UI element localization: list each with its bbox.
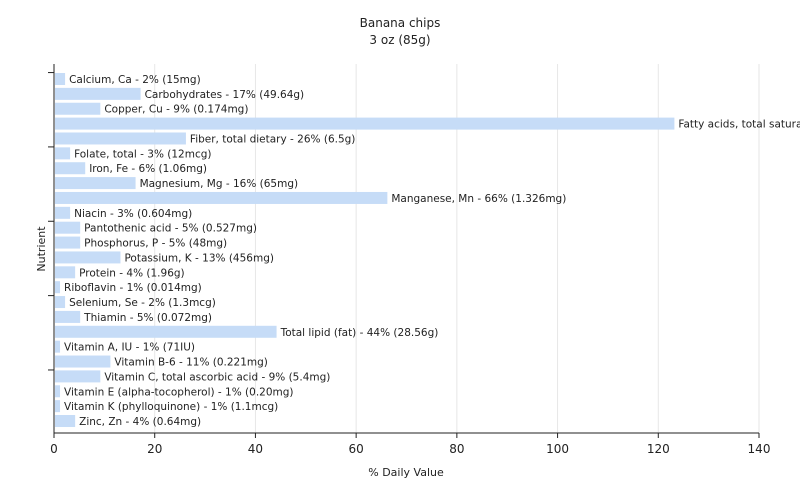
x-tick-label: 140 <box>748 442 771 456</box>
bar-label: Manganese, Mn - 66% (1.326mg) <box>391 193 566 205</box>
bar-label: Riboflavin - 1% (0.014mg) <box>64 282 202 294</box>
x-axis-title: % Daily Value <box>368 466 444 479</box>
bars-group: Calcium, Ca - 2% (15mg) Carbohydrates - 1… <box>55 73 800 428</box>
x-tick-label: 120 <box>647 442 670 456</box>
bar <box>55 221 81 234</box>
bar-label: Thiamin - 5% (0.072mg) <box>83 312 212 324</box>
bar <box>55 385 61 398</box>
bar-label: Pantothenic acid - 5% (0.527mg) <box>84 223 257 235</box>
bar-label: Protein - 4% (1.96g) <box>79 267 185 279</box>
x-tick-label: 100 <box>546 442 569 456</box>
bar <box>55 177 136 190</box>
bar <box>55 281 61 294</box>
bar-label: Vitamin E (alpha-tocopherol) - 1% (0.20m… <box>64 386 294 398</box>
bar <box>55 400 61 413</box>
bar <box>55 325 277 338</box>
bar-label: Vitamin C, total ascorbic acid - 9% (5.4… <box>104 371 330 383</box>
bar-label: Calcium, Ca - 2% (15mg) <box>69 74 201 86</box>
bar <box>55 147 71 160</box>
bar <box>55 102 101 115</box>
bar <box>55 73 66 85</box>
bar <box>55 355 111 368</box>
x-tick-label: 40 <box>248 442 263 456</box>
bar-label: Vitamin B-6 - 11% (0.221mg) <box>114 357 268 369</box>
y-ticks-group <box>48 72 54 371</box>
bar-label: Niacin - 3% (0.604mg) <box>74 208 192 220</box>
bar <box>55 117 675 130</box>
chart-title: Banana chips <box>360 16 441 30</box>
x-tick-label: 80 <box>449 442 464 456</box>
bar <box>55 370 101 383</box>
bar <box>55 310 81 323</box>
bar <box>55 236 81 249</box>
bar <box>55 266 76 279</box>
bar <box>55 296 66 309</box>
bar-label: Copper, Cu - 9% (0.174mg) <box>104 104 248 116</box>
x-tick-label: 60 <box>349 442 364 456</box>
bar-label: Folate, total - 3% (12mcg) <box>74 148 211 160</box>
bar-label: Carbohydrates - 17% (49.64g) <box>145 89 305 101</box>
bar-label: Fiber, total dietary - 26% (6.5g) <box>190 133 355 145</box>
bar-label: Phosphorus, P - 5% (48mg) <box>84 238 227 250</box>
x-tick-label: 20 <box>147 442 162 456</box>
bar-label: Fatty acids, total saturated - 123% (24.… <box>678 119 800 131</box>
axes-group <box>53 64 759 434</box>
bar <box>55 191 388 204</box>
bar <box>55 415 76 428</box>
bar-label: Magnesium, Mg - 16% (65mg) <box>140 178 299 190</box>
bar-label: Potassium, K - 13% (456mg) <box>124 252 274 264</box>
x-tick-label: 0 <box>50 442 58 456</box>
bar <box>55 87 141 100</box>
bar <box>55 340 61 353</box>
bar-label: Vitamin A, IU - 1% (71IU) <box>64 342 195 354</box>
bar-label: Iron, Fe - 6% (1.06mg) <box>89 163 207 175</box>
bar <box>55 132 186 145</box>
bar-label: Zinc, Zn - 4% (0.64mg) <box>79 416 201 428</box>
bar <box>55 162 86 175</box>
bar <box>55 206 71 219</box>
x-ticks-group: 0 20 40 60 80 100 120 140 <box>50 433 770 456</box>
bar-label: Total lipid (fat) - 44% (28.56g) <box>280 327 439 339</box>
bar-label: Vitamin K (phylloquinone) - 1% (1.1mcg) <box>64 401 278 413</box>
y-axis-title: Nutrient <box>35 226 48 272</box>
chart-subtitle: 3 oz (85g) <box>369 33 430 47</box>
bar-label: Selenium, Se - 2% (1.3mcg) <box>69 297 216 309</box>
bar <box>55 251 121 264</box>
